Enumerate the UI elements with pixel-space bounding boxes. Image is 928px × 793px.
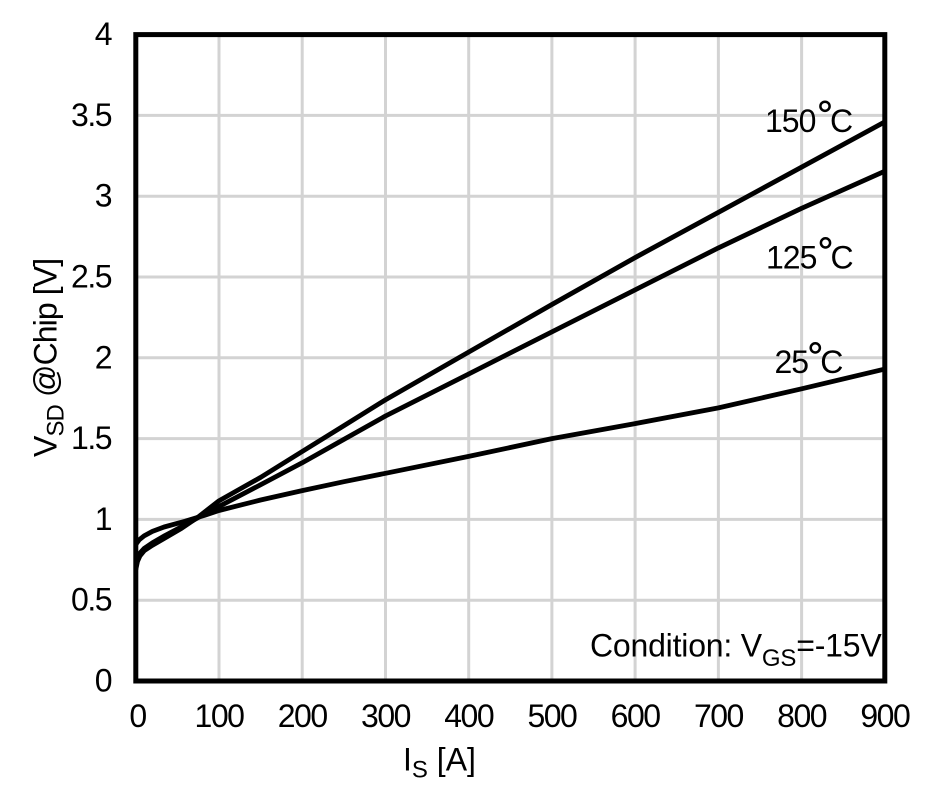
svg-text:25: 25: [775, 344, 809, 380]
svg-text:600: 600: [611, 698, 661, 734]
svg-text:200: 200: [278, 698, 328, 734]
svg-text:400: 400: [444, 698, 494, 734]
svg-text:500: 500: [527, 698, 577, 734]
svg-text:0: 0: [129, 698, 146, 734]
svg-text:150: 150: [765, 103, 816, 139]
svg-text:1: 1: [95, 501, 112, 537]
svg-text:2.5: 2.5: [71, 259, 112, 295]
svg-text:3.5: 3.5: [71, 97, 112, 133]
svg-text:300: 300: [361, 698, 411, 734]
svg-text:4: 4: [95, 16, 112, 52]
svg-text:2: 2: [95, 339, 112, 375]
svg-text:700: 700: [694, 698, 744, 734]
svg-text:125: 125: [766, 239, 817, 275]
svg-text:3: 3: [95, 178, 112, 214]
svg-text:C: C: [831, 239, 854, 275]
svg-text:800: 800: [777, 698, 827, 734]
svg-text:0.5: 0.5: [71, 582, 112, 618]
svg-text:0: 0: [95, 663, 112, 699]
svg-text:C: C: [830, 103, 853, 139]
svg-text:900: 900: [860, 698, 910, 734]
svg-text:C: C: [820, 344, 843, 380]
svg-text:1.5: 1.5: [71, 420, 112, 456]
svg-text:100: 100: [195, 698, 245, 734]
